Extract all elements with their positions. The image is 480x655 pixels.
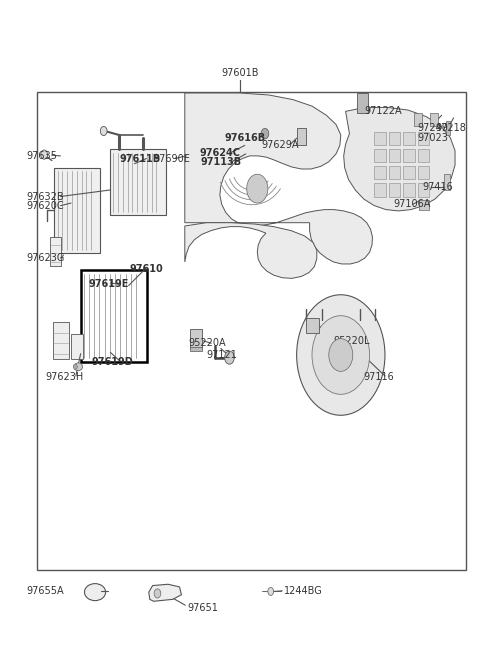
Bar [403, 183, 415, 196]
Text: 97623G: 97623G [26, 253, 65, 263]
Text: 97611B: 97611B [119, 153, 160, 164]
Bar [419, 200, 429, 210]
Bar [374, 132, 386, 145]
Bar [37, 92, 466, 570]
Bar [357, 93, 368, 113]
Bar [389, 132, 400, 145]
Text: 97624C: 97624C [199, 148, 240, 159]
Bar [110, 149, 166, 215]
Bar [418, 149, 429, 162]
Bar [374, 166, 386, 179]
Text: 95220A: 95220A [188, 338, 226, 348]
Text: 97416: 97416 [422, 182, 453, 193]
Text: 97113B: 97113B [201, 157, 242, 168]
Circle shape [261, 128, 269, 139]
Ellipse shape [84, 584, 106, 601]
Text: 97623H: 97623H [46, 372, 84, 383]
Bar [403, 149, 415, 162]
Text: 1244BG: 1244BG [284, 586, 323, 596]
Text: 97023: 97023 [418, 132, 448, 143]
Circle shape [100, 126, 107, 136]
Text: 97616B: 97616B [225, 132, 266, 143]
Bar [418, 132, 429, 145]
Bar [403, 166, 415, 179]
Bar [418, 166, 429, 179]
Text: 97620C: 97620C [26, 200, 64, 211]
Text: 97635: 97635 [26, 151, 57, 161]
Bar [297, 128, 306, 145]
Bar [190, 329, 202, 348]
Circle shape [154, 589, 161, 598]
Text: 97690E: 97690E [154, 153, 191, 164]
Text: 97655A: 97655A [26, 586, 64, 596]
Bar [306, 318, 319, 333]
Text: 97218: 97218 [436, 123, 467, 134]
Bar [190, 347, 202, 351]
Circle shape [247, 174, 268, 203]
Polygon shape [185, 93, 372, 264]
Text: 97116: 97116 [364, 372, 395, 383]
Bar [71, 334, 83, 359]
Text: 97610: 97610 [130, 263, 163, 274]
Text: 97601B: 97601B [221, 68, 259, 79]
Bar [374, 149, 386, 162]
Bar [430, 113, 438, 126]
Text: 95220L: 95220L [333, 335, 370, 346]
Circle shape [329, 339, 353, 371]
Bar [446, 121, 450, 135]
Text: 97106A: 97106A [394, 199, 431, 210]
Circle shape [73, 364, 77, 369]
Circle shape [312, 316, 370, 394]
Text: 97121: 97121 [206, 350, 237, 360]
Text: 97619E: 97619E [89, 279, 129, 290]
Circle shape [225, 351, 234, 364]
Bar [374, 183, 386, 196]
Bar [389, 183, 400, 196]
Bar [54, 168, 100, 253]
Circle shape [297, 295, 385, 415]
Bar [50, 237, 61, 266]
Polygon shape [149, 584, 181, 601]
Polygon shape [344, 107, 455, 211]
Text: 97651: 97651 [187, 603, 218, 613]
Bar [418, 183, 429, 196]
Bar [81, 270, 147, 362]
Text: 97249: 97249 [418, 123, 448, 134]
Text: 97629A: 97629A [262, 140, 299, 151]
Bar [53, 322, 69, 359]
Bar [414, 113, 422, 126]
Ellipse shape [74, 363, 83, 371]
Polygon shape [185, 223, 317, 278]
Bar [444, 174, 450, 190]
Bar [389, 166, 400, 179]
Text: 97632B: 97632B [26, 191, 64, 202]
Bar [389, 149, 400, 162]
Circle shape [41, 150, 48, 159]
Text: 97122A: 97122A [365, 106, 402, 117]
Bar [403, 132, 415, 145]
Circle shape [268, 588, 274, 595]
Text: 97619D: 97619D [91, 356, 133, 367]
